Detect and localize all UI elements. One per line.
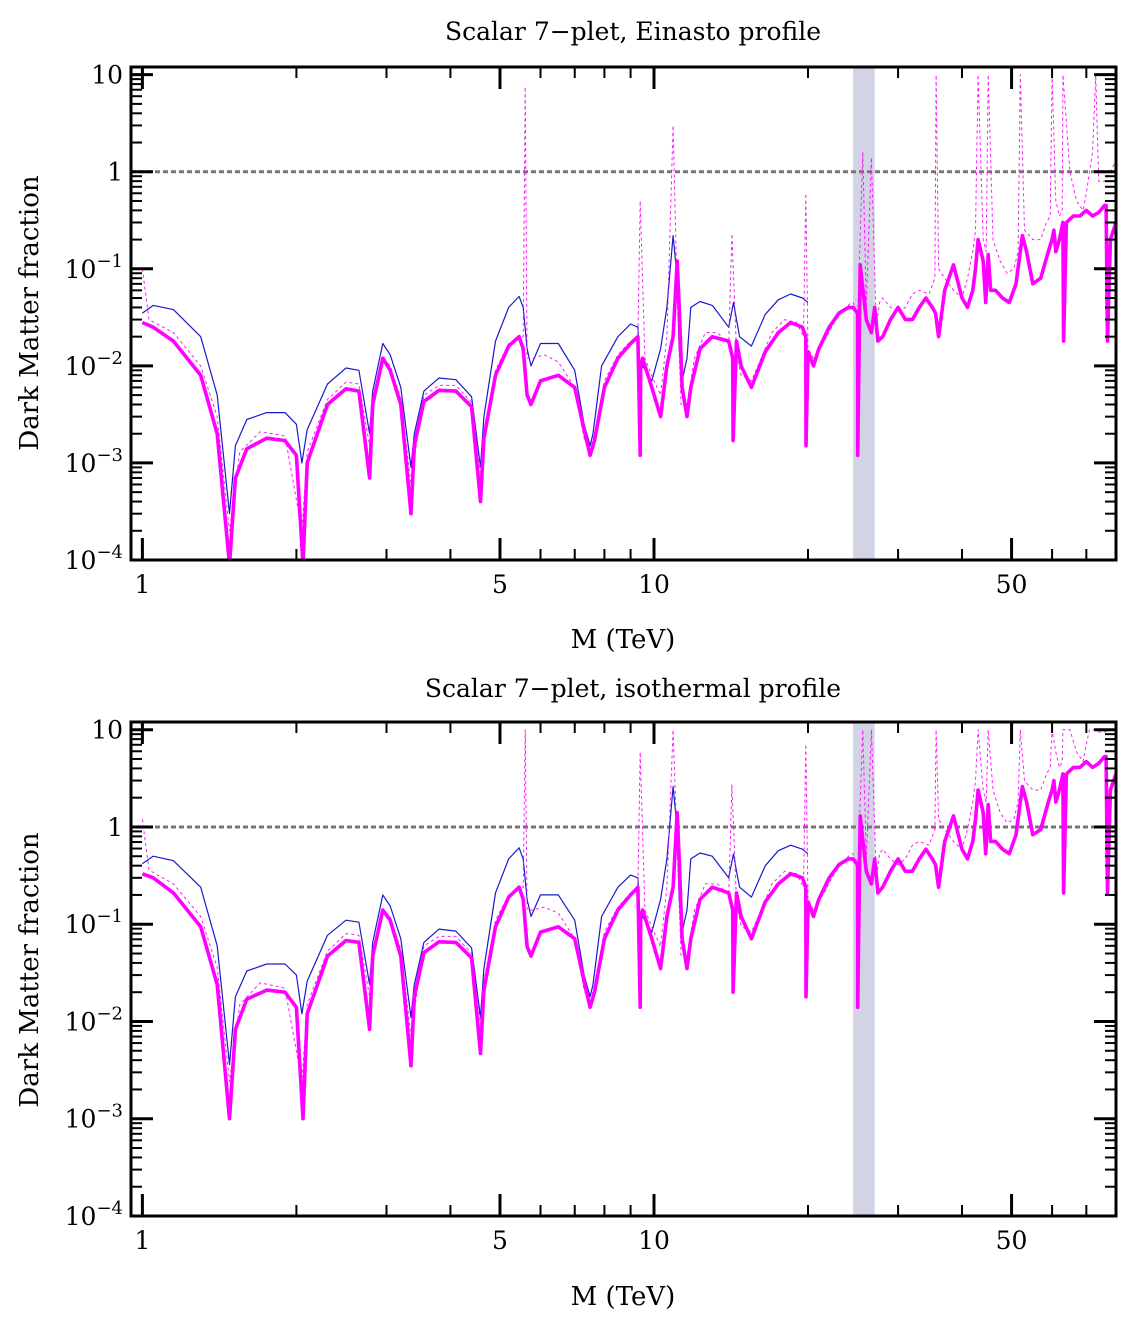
chart-title: Scalar 7−plet, Einasto profile	[445, 17, 821, 46]
y-tick-label: 10−1	[65, 906, 123, 939]
x-tick-label: 50	[996, 570, 1028, 599]
x-axis-label: M (TeV)	[571, 1282, 676, 1312]
x-tick-labels: 1 5 10 50	[134, 1226, 1027, 1255]
y-tick-label: 10−2	[65, 1003, 123, 1036]
y-tick-label: 10−3	[65, 445, 123, 478]
x-tick-labels: 1 5 10 50	[134, 570, 1027, 599]
x-tick-label: 10	[638, 1226, 670, 1255]
x-axis-label: M (TeV)	[571, 625, 676, 655]
y-tick-label: 10−2	[65, 348, 123, 381]
y-axis-label: Dark Matter fraction	[15, 832, 45, 1107]
y-tick-label: 10−4	[65, 542, 123, 575]
y-tick-label: 1	[107, 158, 123, 187]
y-tick-label: 10	[91, 61, 123, 90]
series-line-dashed	[141, 74, 1116, 532]
axis-ticks	[131, 722, 1117, 1218]
series-line-thick	[141, 203, 1116, 560]
y-tick-label: 10−1	[65, 251, 123, 284]
x-tick-label: 5	[492, 570, 508, 599]
x-tick-label: 5	[492, 1226, 508, 1255]
series-line-thin	[142, 235, 809, 515]
y-tick-labels: 10−4 10−3 10−2 10−1 1 10	[65, 61, 123, 575]
chart-title: Scalar 7−plet, isothermal profile	[425, 674, 841, 703]
y-tick-label: 10	[91, 716, 123, 745]
x-tick-label: 10	[638, 570, 670, 599]
axis-ticks	[131, 67, 1117, 562]
series-layer	[141, 729, 1116, 1121]
chart-panel-isothermal: Scalar 7−plet, isothermal profile 1 5 10 50…	[15, 674, 1118, 1312]
x-tick-label: 1	[134, 570, 150, 599]
series-line-dashed	[141, 729, 1116, 1083]
series-line-thin	[142, 785, 809, 1066]
chart-panel-einasto: Scalar 7−plet, Einasto profile 1 5 10 50 10…	[15, 17, 1118, 655]
y-tick-label: 10−3	[65, 1101, 123, 1134]
y-tick-label: 1	[107, 813, 123, 842]
x-tick-label: 1	[134, 1226, 150, 1255]
y-axis-label: Dark Matter fraction	[15, 175, 45, 450]
plot-frame	[129, 720, 1118, 1218]
x-tick-label: 50	[996, 1226, 1028, 1255]
y-tick-label: 10−4	[65, 1198, 123, 1231]
series-layer	[141, 74, 1116, 560]
plot-frame	[129, 65, 1118, 562]
y-tick-labels: 10−4 10−3 10−2 10−1 1 10	[65, 716, 123, 1231]
series-line-thick	[141, 754, 1116, 1121]
